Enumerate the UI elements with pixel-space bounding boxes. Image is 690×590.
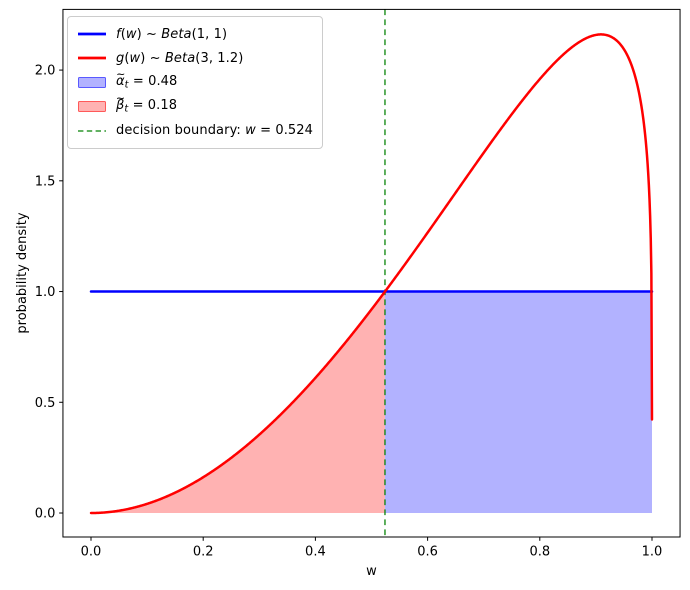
legend-line-swatch xyxy=(77,53,107,63)
y-tick-label: 0.5 xyxy=(35,396,56,411)
patch-swatch-icon xyxy=(78,101,106,113)
legend-line-swatch xyxy=(77,29,107,39)
chart-render-layer: 0.0 0.2 0.4 0.6 0.8 1.0 0.0 0.5 1.0 1.5 2.0 xyxy=(35,8,681,560)
line-swatch-icon xyxy=(78,32,106,36)
legend-item-label: f(w) ~ Beta(1, 1) xyxy=(116,26,228,42)
patch-swatch-icon xyxy=(78,76,106,88)
x-tick-label: 0.2 xyxy=(193,545,214,560)
x-tick-label: 1.0 xyxy=(642,545,663,560)
y-axis-label: probability density xyxy=(15,212,30,333)
legend-item-1: g(w) ~ Beta(3, 1.2) xyxy=(77,46,313,70)
beta-region-fill xyxy=(91,291,385,514)
x-tick-label: 0.4 xyxy=(305,545,326,560)
x-axis-label: w xyxy=(366,564,377,579)
line-swatch-icon xyxy=(78,56,106,60)
legend: f(w) ~ Beta(1, 1) g(w) ~ Beta(3, 1.2) ~ αt … xyxy=(67,16,323,149)
legend-item-label: ~ αt = 0.48 xyxy=(116,68,178,91)
legend-patch-swatch xyxy=(77,101,107,113)
legend-item-label: g(w) ~ Beta(3, 1.2) xyxy=(116,50,244,66)
axes-frame xyxy=(62,8,681,538)
y-tick-label: 2.0 xyxy=(35,64,56,79)
y-tick-label: 0.0 xyxy=(35,507,56,522)
line-swatch-icon xyxy=(78,129,106,132)
tilde-accent: ~ xyxy=(116,68,126,82)
y-tick-label: 1.0 xyxy=(35,285,56,300)
g-curve xyxy=(89,33,654,515)
legend-item-0: f(w) ~ Beta(1, 1) xyxy=(77,22,313,46)
legend-item-label: ~ βt = 0.18 xyxy=(115,92,178,115)
x-tick-label: 0.0 xyxy=(81,545,102,560)
legend-item-label: decision boundary: w = 0.524 xyxy=(116,123,314,139)
y-tick-label: 1.5 xyxy=(35,174,56,189)
x-tick-label: 0.8 xyxy=(529,545,550,560)
legend-item-2: ~ αt = 0.48 xyxy=(77,68,313,94)
x-tick-label: 0.6 xyxy=(417,545,438,560)
alpha-region-fill xyxy=(384,291,652,514)
tilde-accent: ~ xyxy=(115,92,126,106)
legend-patch-swatch xyxy=(77,76,107,88)
legend-item-4: decision boundary: w = 0.524 xyxy=(77,119,313,143)
legend-item-3: ~ βt = 0.18 xyxy=(77,92,313,119)
legend-dashed-swatch xyxy=(77,126,107,136)
